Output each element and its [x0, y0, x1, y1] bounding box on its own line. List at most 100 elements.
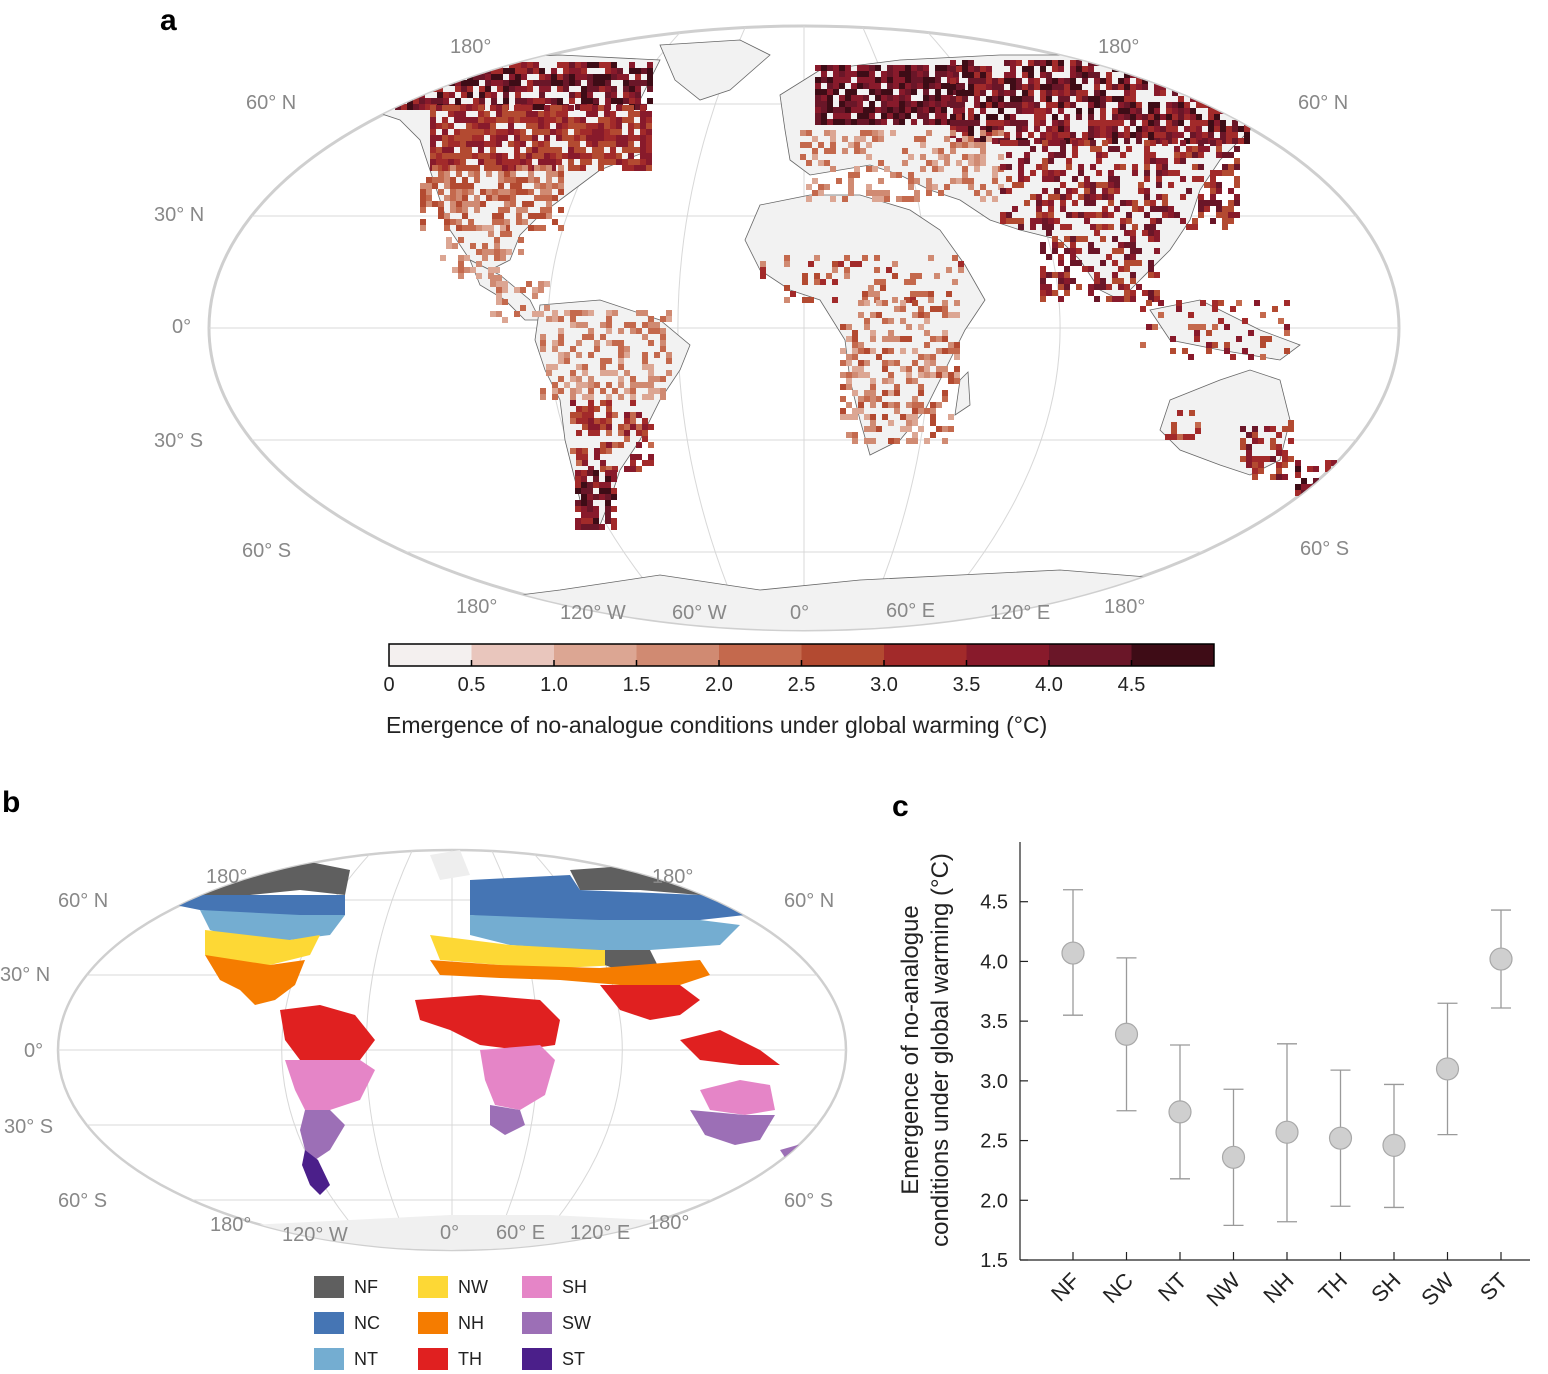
- map-a-cell: [520, 117, 526, 123]
- map-a-cell: [623, 92, 629, 98]
- map-a-cell: [576, 418, 582, 424]
- map-a-cell: [504, 225, 510, 231]
- map-a-cell: [1100, 260, 1106, 266]
- map-a-cell: [568, 165, 574, 171]
- map-a-cell: [612, 340, 618, 346]
- map-a-cell: [876, 396, 882, 402]
- map-a-cell: [840, 408, 846, 414]
- map-a-cell: [1108, 224, 1114, 230]
- map-a-cell: [1010, 60, 1016, 66]
- map-a-cell: [918, 324, 924, 330]
- colorbar-segment: [1049, 644, 1132, 666]
- map-a-cell: [515, 80, 521, 86]
- map-a-cell: [455, 80, 461, 86]
- map-a-cell: [1004, 102, 1010, 108]
- map-a-cell: [1166, 102, 1172, 108]
- map-a-cell: [1154, 120, 1160, 126]
- map-a-cell: [446, 237, 452, 243]
- map-a-cell: [648, 382, 654, 388]
- map-a-cell: [808, 261, 814, 267]
- map-a-cell: [894, 336, 900, 342]
- map-a-cell: [581, 74, 587, 80]
- map-a-cell: [918, 390, 924, 396]
- map-a-cell: [1114, 164, 1120, 170]
- map-a-cell: [1040, 84, 1046, 90]
- map-b-lon-label-0: 0°: [440, 1222, 460, 1244]
- map-a-cell: [1216, 188, 1222, 194]
- map-a-cell: [948, 414, 954, 420]
- map-a-cell: [1282, 426, 1288, 432]
- map-a-cell: [1076, 260, 1082, 266]
- map-a-cell: [930, 408, 936, 414]
- map-a-cell: [498, 213, 504, 219]
- map-a-cell: [527, 86, 533, 92]
- map-a-cell: [425, 98, 431, 104]
- map-b-lon-label-top-right: 180°: [652, 866, 694, 888]
- map-a-cell: [510, 201, 516, 207]
- map-a-cell: [974, 114, 980, 120]
- map-a-cell: [1198, 146, 1204, 152]
- map-b-region-NH: [205, 955, 305, 1005]
- map-a-cell: [1064, 84, 1070, 90]
- map-a-cell: [654, 388, 660, 394]
- map-a-cell: [1124, 138, 1130, 144]
- map-a-cell: [1226, 138, 1232, 144]
- map-a-cell: [1130, 114, 1136, 120]
- map-a-cell: [1046, 284, 1052, 290]
- map-a-cell: [1252, 426, 1258, 432]
- map-a-cell: [492, 189, 498, 195]
- legend-item-th: TH: [418, 1348, 482, 1370]
- map-a-cell: [998, 96, 1004, 102]
- map-a-cell: [1150, 152, 1156, 158]
- map-a-cell: [1072, 140, 1078, 146]
- map-a-cell: [622, 165, 628, 171]
- map-a-cell: [1084, 176, 1090, 182]
- map-a-cell: [1094, 84, 1100, 90]
- map-a-cell: [888, 348, 894, 354]
- map-a-cell: [528, 213, 534, 219]
- map-a-cell: [1154, 138, 1160, 144]
- map-a-cell: [851, 71, 857, 77]
- map-a-cell: [442, 135, 448, 141]
- map-a-cell: [852, 390, 858, 396]
- chart-c-ytick-label: 3.5: [980, 1011, 1008, 1033]
- map-a-cell: [666, 316, 672, 322]
- map-a-cell: [1252, 462, 1258, 468]
- map-a-cell: [1118, 296, 1124, 302]
- map-a-cell: [458, 267, 464, 273]
- map-a-cell: [454, 159, 460, 165]
- map-a-cell: [570, 448, 576, 454]
- map-a-cell: [1295, 484, 1301, 490]
- map-a-cell: [1154, 102, 1160, 108]
- map-a-cell: [1106, 78, 1112, 84]
- map-a-cell: [462, 213, 468, 219]
- map-a-cell: [941, 101, 947, 107]
- map-a-cell: [532, 293, 538, 299]
- map-a-cell: [857, 77, 863, 83]
- map-a-cell: [866, 190, 872, 196]
- map-a-cell: [444, 225, 450, 231]
- map-a-cell: [419, 98, 425, 104]
- map-a-cell: [864, 300, 870, 306]
- map-a-cell: [628, 111, 634, 117]
- map-a-cell: [588, 388, 594, 394]
- map-a-cell: [839, 77, 845, 83]
- map-a-cell: [1106, 138, 1112, 144]
- legend-swatch: [314, 1276, 344, 1298]
- map-a-cell: [1112, 84, 1118, 90]
- map-a-cell: [1042, 188, 1048, 194]
- map-a-cell: [618, 430, 624, 436]
- map-a-cell: [472, 141, 478, 147]
- map-a-cell: [1136, 78, 1142, 84]
- map-a-cell: [888, 360, 894, 366]
- map-a-cell: [1228, 218, 1234, 224]
- map-a-cell: [1112, 138, 1118, 144]
- map-a-cell: [647, 74, 653, 80]
- map-a-cell: [588, 310, 594, 316]
- map-a-cell: [533, 68, 539, 74]
- map-a-cell: [935, 83, 941, 89]
- map-a-cell: [821, 119, 827, 125]
- map-a-cell: [858, 312, 864, 318]
- map-a-cell: [1156, 164, 1162, 170]
- map-a-cell: [1168, 182, 1174, 188]
